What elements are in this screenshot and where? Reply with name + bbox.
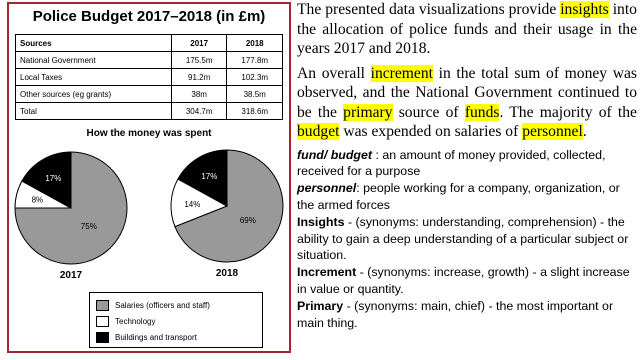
- text-run: into the allocation of police funds and …: [297, 1, 637, 57]
- definition: Increment - (synonyms: increase, growth)…: [297, 264, 637, 297]
- table-row: Local Taxes 91.2m 102.3m: [15, 68, 283, 86]
- table-cell: 304.7m: [170, 102, 228, 120]
- pie-year: 2018: [216, 268, 239, 279]
- text-run: . The majority of the: [499, 103, 637, 121]
- table-cell: 318.6m: [226, 102, 283, 120]
- definition-term: personnel: [297, 181, 357, 196]
- table-cell: Other sources (eg grants): [15, 85, 172, 103]
- table-row: Other sources (eg grants) 38m 38.5m: [15, 85, 283, 103]
- table-cell: 38m: [170, 85, 228, 103]
- text-run: .: [582, 123, 587, 140]
- slice-label: 8%: [32, 195, 44, 204]
- text-run: The presented data visualizations provid…: [297, 1, 561, 18]
- definition: fund/ budget : an amount of money provid…: [297, 147, 637, 180]
- legend-item: Technology: [96, 313, 256, 329]
- definition-term: fund/ budget: [297, 147, 373, 162]
- header-cell: 2018: [226, 34, 283, 52]
- slice-label: 75%: [81, 222, 97, 231]
- header-cell: Sources: [15, 34, 172, 52]
- pie-year: 2017: [60, 270, 83, 281]
- definition-text: - (synonyms: main, chief) - the most imp…: [297, 299, 614, 330]
- text-run: in the total sum of money was observed, …: [297, 64, 637, 121]
- table-cell: Local Taxes: [15, 68, 172, 86]
- highlighted-word: insights: [560, 1, 609, 18]
- highlighted-word: funds: [464, 103, 500, 121]
- highlighted-word: increment: [370, 64, 433, 82]
- table-cell: National Government: [15, 51, 172, 69]
- legend-label: Salaries (officers and staff): [115, 300, 210, 310]
- table-row: National Government 175.5m 177.8m: [15, 51, 283, 69]
- paragraph: An overall increment in the total sum of…: [297, 64, 637, 142]
- slice-label: 17%: [45, 174, 61, 183]
- pie-slice: [14, 151, 128, 265]
- text-run: An overall: [297, 64, 371, 82]
- definition: personnel: people working for a company,…: [297, 180, 637, 213]
- legend-swatch: [96, 331, 109, 343]
- definition-text: - (synonyms: understanding, comprehensio…: [297, 215, 629, 262]
- panel-title: Police Budget 2017–2018 (in £m): [32, 8, 266, 25]
- definition-term: Increment: [297, 265, 357, 280]
- highlighted-word: budget: [297, 123, 340, 140]
- definition-text: : an amount of money provided, collected…: [297, 147, 606, 178]
- pie-slice: [174, 149, 284, 263]
- definition-term: Primary: [297, 299, 344, 314]
- pie-slice: [177, 149, 228, 207]
- budget-table: Sources 2017 2018 National Government 175.5m…: [15, 34, 283, 120]
- legend: Salaries (officers and staff) Technology B…: [89, 292, 263, 348]
- highlighted-word: primary: [343, 103, 393, 121]
- definition: Primary - (synonyms: main, chief) - the …: [297, 298, 637, 331]
- legend-swatch: [96, 299, 109, 311]
- header-cell: 2017: [170, 34, 228, 52]
- definitions: fund/ budget : an amount of money provid…: [297, 147, 637, 331]
- definition-text: - (synonyms: increase, growth) - a sligh…: [297, 265, 630, 296]
- legend-label: Technology: [115, 316, 156, 326]
- pie-charts: How the money was spent 75% 8% 17% 2017 69% 1…: [14, 128, 284, 281]
- paragraphs: The presented data visualizations provid…: [297, 0, 637, 142]
- budget-panel: Police Budget 2017–2018 (in £m) Sources 2…: [7, 2, 291, 353]
- text-run: was expended on salaries of: [339, 123, 523, 140]
- definition-term: Insights: [297, 215, 345, 230]
- slice-label: 14%: [184, 200, 200, 209]
- legend-item: Salaries (officers and staff): [96, 297, 256, 313]
- table-cell: Total: [15, 102, 172, 120]
- slice-label: 69%: [240, 216, 256, 225]
- table-cell: 102.3m: [226, 68, 283, 86]
- text-column: The presented data visualizations provid…: [297, 0, 637, 332]
- legend-swatch: [96, 315, 109, 327]
- paragraph: The presented data visualizations provid…: [297, 0, 637, 59]
- slice-label: 17%: [201, 172, 217, 181]
- table-row: Total 304.7m 318.6m: [15, 102, 283, 120]
- table-cell: 38.5m: [226, 85, 283, 103]
- table-cell: 175.5m: [170, 51, 228, 69]
- chart-title: How the money was spent: [86, 128, 212, 139]
- legend-label: Buildings and transport: [115, 332, 197, 342]
- table-cell: 91.2m: [170, 68, 228, 86]
- table-cell: 177.8m: [226, 51, 283, 69]
- pie-slice: [21, 151, 72, 209]
- table-header-row: Sources 2017 2018: [15, 34, 283, 52]
- definition-text: : people working for a company, organiza…: [297, 181, 620, 212]
- text-run: source of: [392, 103, 465, 121]
- legend-item: Buildings and transport: [96, 329, 256, 345]
- highlighted-word: personnel: [522, 123, 583, 140]
- definition: Insights - (synonyms: understanding, com…: [297, 214, 637, 263]
